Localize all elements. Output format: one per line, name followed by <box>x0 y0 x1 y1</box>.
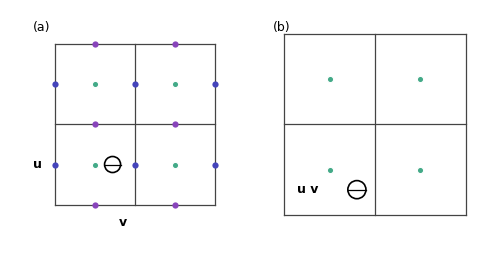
Text: (a): (a) <box>32 21 50 34</box>
Text: v: v <box>119 216 127 229</box>
Text: u v: u v <box>298 183 319 196</box>
Text: (b): (b) <box>272 21 290 34</box>
Text: u: u <box>33 158 42 171</box>
